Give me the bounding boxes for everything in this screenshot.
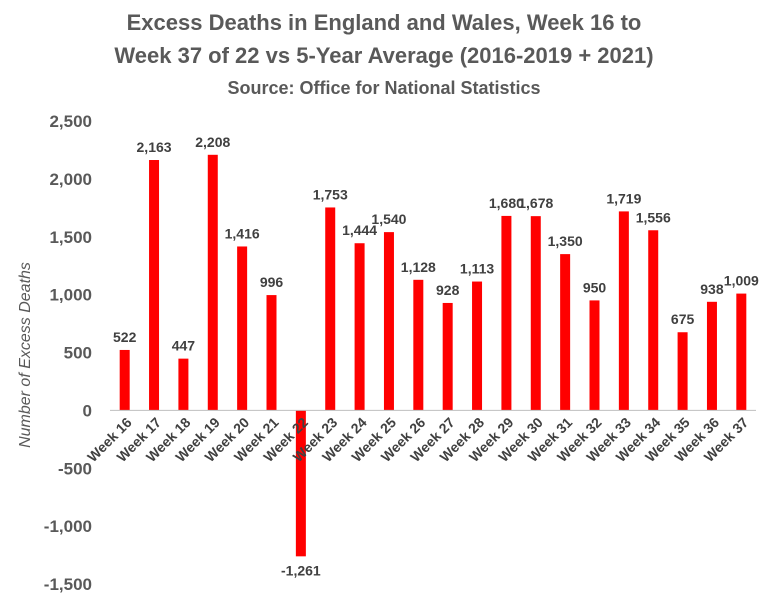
data-label: 522 bbox=[113, 329, 137, 345]
chart-title-line-1: Excess Deaths in England and Wales, Week… bbox=[127, 10, 642, 35]
bar bbox=[295, 410, 306, 557]
y-tick-label: 2,500 bbox=[49, 112, 92, 131]
data-label: 1,009 bbox=[724, 273, 759, 289]
bar bbox=[325, 207, 336, 411]
data-label: 1,416 bbox=[225, 225, 260, 241]
data-label: 1,678 bbox=[518, 195, 553, 211]
bar bbox=[413, 279, 424, 411]
data-label: 1,540 bbox=[371, 211, 406, 227]
bar bbox=[736, 293, 747, 411]
y-tick-label: 1,000 bbox=[49, 286, 92, 305]
data-label: 1,128 bbox=[401, 259, 436, 275]
data-label: 1,719 bbox=[606, 190, 641, 206]
y-tick-label: 2,000 bbox=[49, 170, 92, 189]
data-label: 2,208 bbox=[195, 134, 230, 150]
bar bbox=[618, 211, 629, 411]
bar bbox=[530, 216, 541, 411]
data-labels: 522 2,163 447 2,208 1,416 996 -1,261 1,753 1,444… bbox=[113, 134, 759, 579]
y-tick-label: 0 bbox=[83, 401, 92, 420]
data-label: -1,261 bbox=[281, 562, 321, 578]
data-label: 1,556 bbox=[636, 209, 671, 225]
chart-subtitle: Source: Office for National Statistics bbox=[227, 78, 540, 98]
data-label: 1,350 bbox=[548, 233, 583, 249]
data-label: 996 bbox=[260, 274, 284, 290]
bar bbox=[472, 281, 483, 411]
y-axis: 2,500 2,000 1,500 1,000 500 0 -500 -1,000 -1,500 bbox=[44, 112, 92, 594]
data-label: 447 bbox=[172, 338, 196, 354]
data-label: 1,444 bbox=[342, 222, 377, 238]
y-tick-label: 1,500 bbox=[49, 228, 92, 247]
bar bbox=[706, 301, 717, 411]
bar bbox=[237, 246, 248, 411]
data-label: 1,680 bbox=[489, 195, 524, 211]
bar bbox=[207, 154, 218, 411]
data-label: 2,163 bbox=[137, 139, 172, 155]
bar bbox=[442, 302, 453, 411]
data-label: 1,753 bbox=[313, 186, 348, 202]
bar-series bbox=[119, 154, 747, 557]
bar bbox=[501, 215, 512, 411]
y-axis-label: Number of Excess Deaths bbox=[17, 262, 34, 448]
bar bbox=[149, 160, 160, 411]
bar bbox=[266, 295, 277, 411]
bar bbox=[648, 230, 659, 411]
data-label: 938 bbox=[700, 281, 724, 297]
bar bbox=[677, 332, 688, 411]
chart-title-line-2: Week 37 of 22 vs 5-Year Average (2016-20… bbox=[114, 43, 653, 68]
bar bbox=[383, 232, 394, 411]
y-tick-label: 500 bbox=[64, 344, 92, 363]
data-label: 928 bbox=[436, 282, 460, 298]
bar bbox=[560, 254, 571, 411]
data-label: 1,113 bbox=[460, 261, 494, 277]
y-tick-label: -1,500 bbox=[44, 575, 92, 594]
data-label: 950 bbox=[583, 279, 607, 295]
data-label: 675 bbox=[671, 311, 695, 327]
y-tick-label: -1,000 bbox=[44, 517, 92, 536]
bar bbox=[178, 358, 189, 411]
bar bbox=[354, 243, 365, 411]
y-tick-label: -500 bbox=[58, 459, 92, 478]
bar bbox=[589, 300, 600, 411]
bar bbox=[119, 349, 130, 411]
